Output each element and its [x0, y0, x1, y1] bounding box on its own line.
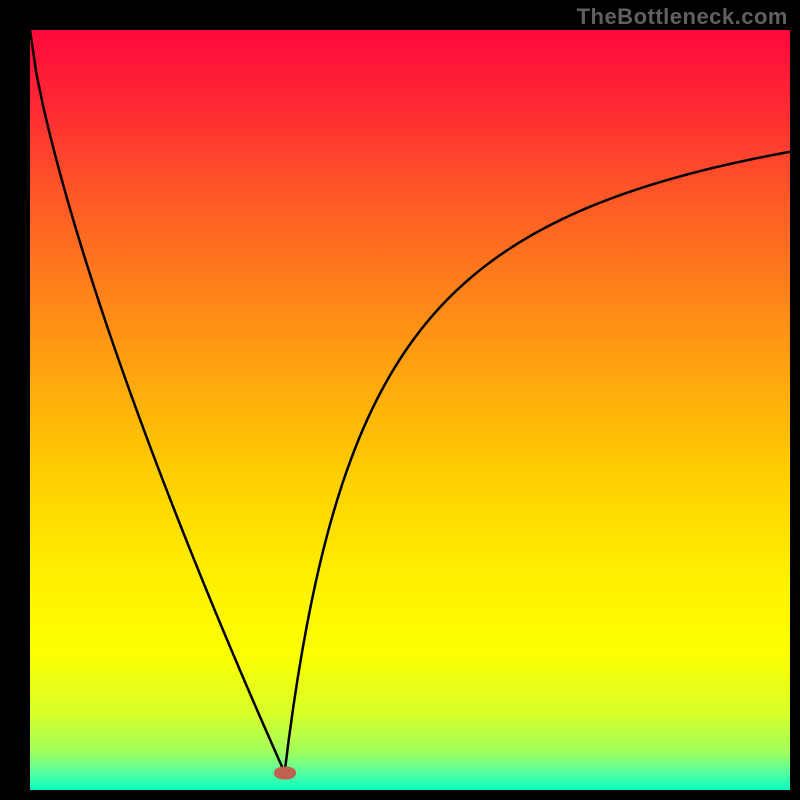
plot-area — [30, 30, 790, 790]
watermark-text: TheBottleneck.com — [577, 4, 788, 30]
vertex-marker — [274, 766, 296, 779]
chart-svg — [30, 30, 790, 790]
gradient-background — [30, 30, 790, 790]
